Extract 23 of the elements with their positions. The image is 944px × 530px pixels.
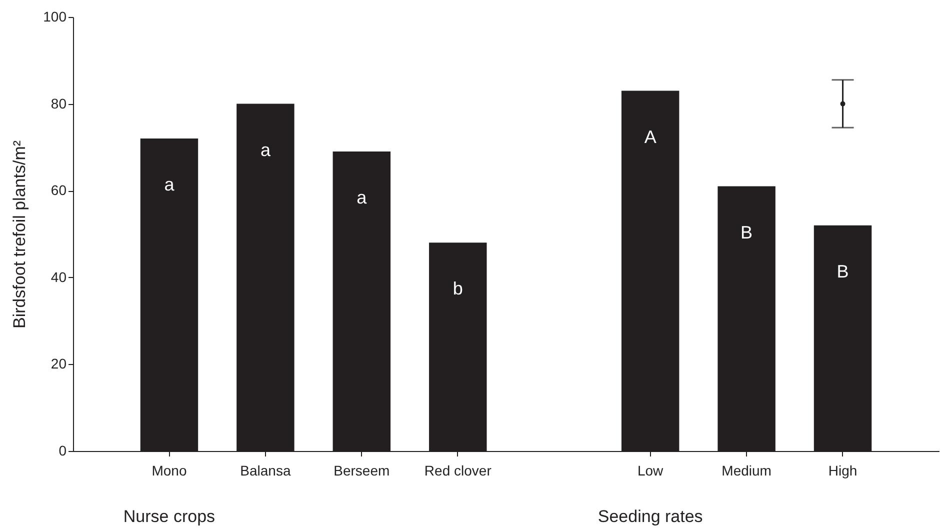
y-tick-label: 60 [50, 182, 67, 198]
x-tick-label: High [828, 462, 858, 478]
x-tick-label: Balansa [240, 462, 291, 478]
x-tick-label: Mono [152, 462, 187, 478]
data-label: B [740, 222, 753, 242]
y-tick-label: 100 [43, 8, 67, 24]
data-label: a [356, 188, 368, 208]
x-tick-label: Red clover [424, 462, 492, 478]
y-axis-title: Birdsfoot trefoil plants/m² [10, 140, 30, 329]
text: Seeding rates [598, 507, 703, 526]
y-tick-label: 40 [50, 268, 67, 285]
text: Nurse crops [123, 507, 216, 526]
data-label: b [452, 278, 463, 299]
x-tick-label: Berseem [334, 462, 390, 478]
x-tick-label: Low [637, 462, 664, 478]
y-tick-label: 80 [50, 95, 67, 112]
data-label: B [836, 261, 849, 282]
x-tick-label: Medium [722, 462, 772, 478]
y-tick-label: 20 [50, 356, 67, 372]
data-label: A [644, 126, 656, 147]
data-label: a [260, 140, 272, 160]
data-label: a [164, 174, 176, 195]
y-tick-label: 0 [58, 442, 67, 458]
